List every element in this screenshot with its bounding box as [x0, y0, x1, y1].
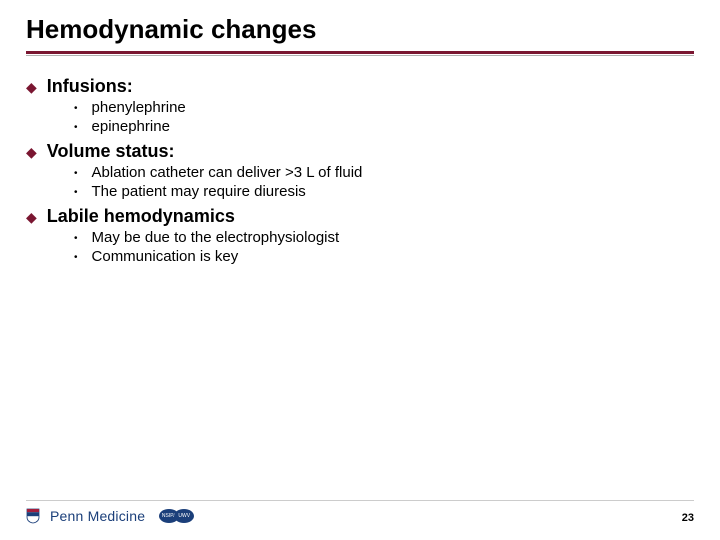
- list-item: ◆ Volume status:: [26, 141, 720, 162]
- sub-list-item-label: Communication is key: [92, 248, 239, 265]
- list-item-label: Volume status:: [47, 141, 175, 162]
- sub-list-item: • Ablation catheter can deliver >3 L of …: [74, 164, 720, 181]
- sub-list-item-label: phenylephrine: [92, 99, 186, 116]
- sub-list-item-label: May be due to the electrophysiologist: [92, 229, 340, 246]
- dot-bullet-icon: •: [74, 122, 78, 133]
- dot-bullet-icon: •: [74, 233, 78, 244]
- content-area: ◆ Infusions: • phenylephrine • epinephri…: [0, 56, 720, 265]
- dot-bullet-icon: •: [74, 103, 78, 114]
- penn-shield-icon: [26, 508, 40, 524]
- footer-branding: Penn Medicine NSIPA UWV: [26, 508, 194, 524]
- dot-bullet-icon: •: [74, 168, 78, 179]
- slide: Hemodynamic changes ◆ Infusions: • pheny…: [0, 0, 720, 540]
- list-item: ◆ Labile hemodynamics: [26, 206, 720, 227]
- list-item-label: Labile hemodynamics: [47, 206, 235, 227]
- diamond-bullet-icon: ◆: [26, 209, 37, 226]
- footer: Penn Medicine NSIPA UWV 23: [0, 500, 720, 540]
- list-item: ◆ Infusions:: [26, 76, 720, 97]
- partner-logo-icon: NSIPA UWV: [159, 509, 194, 523]
- diamond-bullet-icon: ◆: [26, 79, 37, 96]
- dot-bullet-icon: •: [74, 187, 78, 198]
- footer-divider: [26, 500, 694, 501]
- sub-list-item-label: epinephrine: [92, 118, 170, 135]
- title-underline: [26, 51, 694, 54]
- sub-list-item: • The patient may require diuresis: [74, 183, 720, 200]
- sub-list-item: • May be due to the electrophysiologist: [74, 229, 720, 246]
- brand-text: Penn Medicine: [50, 508, 145, 524]
- dot-bullet-icon: •: [74, 252, 78, 263]
- sub-list-item-label: The patient may require diuresis: [92, 183, 306, 200]
- sub-list-item-label: Ablation catheter can deliver >3 L of fl…: [92, 164, 363, 181]
- list-item-label: Infusions:: [47, 76, 133, 97]
- sub-list-item: • Communication is key: [74, 248, 720, 265]
- slide-title: Hemodynamic changes: [26, 14, 720, 45]
- diamond-bullet-icon: ◆: [26, 144, 37, 161]
- sub-list-item: • epinephrine: [74, 118, 720, 135]
- title-block: Hemodynamic changes: [0, 0, 720, 56]
- page-number: 23: [682, 512, 694, 524]
- sub-list-item: • phenylephrine: [74, 99, 720, 116]
